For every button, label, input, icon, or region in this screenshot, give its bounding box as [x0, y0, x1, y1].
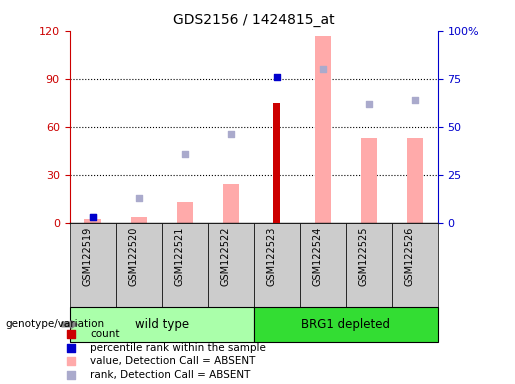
Bar — [162, 223, 208, 307]
Bar — [115, 223, 162, 307]
Bar — [346, 223, 392, 307]
Bar — [177, 202, 193, 223]
Point — [227, 131, 235, 137]
Text: rank, Detection Call = ABSENT: rank, Detection Call = ABSENT — [90, 370, 251, 380]
Text: genotype/variation: genotype/variation — [5, 319, 104, 329]
Bar — [392, 223, 438, 307]
Text: percentile rank within the sample: percentile rank within the sample — [90, 343, 266, 353]
Point — [313, 301, 321, 308]
Point — [313, 179, 321, 185]
Bar — [70, 223, 115, 307]
Text: GSM122526: GSM122526 — [405, 227, 415, 286]
Point — [272, 74, 281, 80]
Point — [313, 57, 321, 63]
Text: count: count — [90, 329, 119, 339]
Text: wild type: wild type — [134, 318, 188, 331]
Bar — [315, 36, 331, 223]
Bar — [222, 184, 238, 223]
Bar — [360, 138, 377, 223]
Bar — [300, 223, 346, 307]
Bar — [130, 217, 147, 223]
Point — [89, 214, 97, 220]
Text: GSM122525: GSM122525 — [359, 227, 369, 286]
Bar — [84, 219, 100, 223]
Point — [89, 214, 97, 220]
Text: GSM122521: GSM122521 — [175, 227, 184, 286]
Text: GSM122523: GSM122523 — [267, 227, 277, 286]
Bar — [208, 223, 253, 307]
Text: value, Detection Call = ABSENT: value, Detection Call = ABSENT — [90, 356, 255, 366]
Bar — [253, 223, 300, 307]
Text: GSM122522: GSM122522 — [220, 227, 231, 286]
Bar — [70, 307, 253, 342]
Point — [410, 97, 419, 103]
Text: GSM122524: GSM122524 — [313, 227, 323, 286]
Bar — [253, 307, 438, 342]
Point — [134, 195, 143, 201]
Text: GSM122519: GSM122519 — [82, 227, 93, 286]
Text: BRG1 depleted: BRG1 depleted — [301, 318, 390, 331]
Title: GDS2156 / 1424815_at: GDS2156 / 1424815_at — [173, 13, 334, 27]
Point — [319, 66, 327, 72]
Point — [365, 101, 373, 107]
Bar — [407, 138, 423, 223]
Point — [180, 151, 188, 157]
Text: GSM122520: GSM122520 — [129, 227, 139, 286]
Bar — [273, 103, 280, 223]
